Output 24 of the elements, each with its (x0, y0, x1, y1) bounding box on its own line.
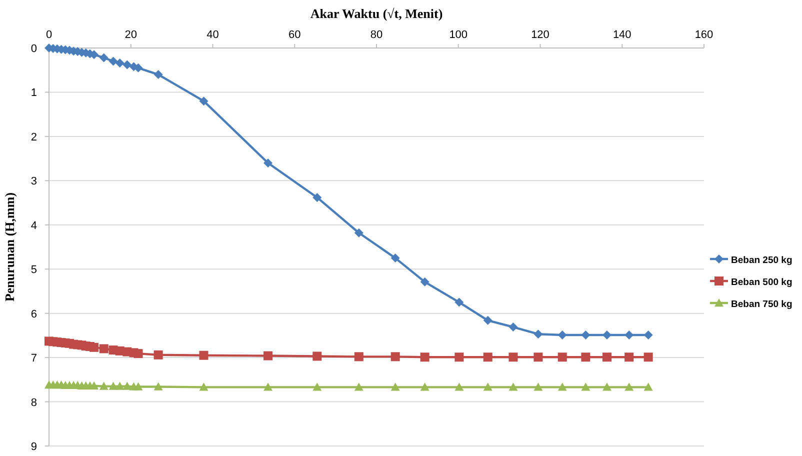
legend-label: Beban 250 kg (731, 255, 792, 266)
y-tick-label: 1 (30, 87, 37, 100)
y-tick-label: 2 (30, 131, 37, 144)
x-tick-label: 140 (612, 29, 632, 41)
x-tick-label: 40 (206, 29, 219, 41)
x-tick-label: 0 (46, 29, 52, 41)
x-tick-label: 160 (694, 29, 714, 41)
y-tick-label: 9 (30, 441, 37, 453)
legend-label: Beban 500 kg (731, 277, 792, 288)
x-tick-label: 80 (370, 29, 383, 41)
y-tick-label: 3 (30, 176, 37, 188)
y-tick-label: 8 (30, 396, 37, 409)
y-tick-label: 7 (30, 352, 37, 365)
x-tick-label: 60 (288, 29, 301, 41)
x-tick-label: 120 (531, 29, 550, 41)
x-axis-title: Akar Waktu (√t, Menit) (310, 6, 443, 21)
legend-label: Beban 750 kg (731, 299, 792, 310)
x-tick-label: 100 (449, 29, 468, 41)
y-tick-label: 6 (30, 308, 37, 320)
x-tick-label: 20 (124, 29, 137, 41)
y-tick-label: 0 (30, 43, 37, 55)
y-axis-title: Penurunan (H,mm) (2, 192, 17, 302)
y-tick-label: 4 (30, 220, 37, 232)
y-tick-label: 5 (30, 264, 37, 276)
